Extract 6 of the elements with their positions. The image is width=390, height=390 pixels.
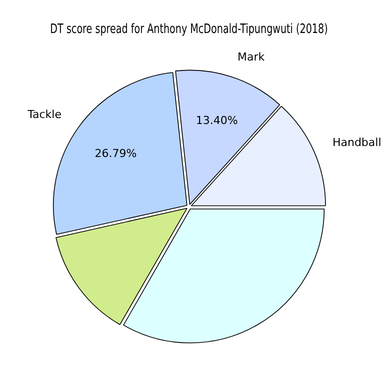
slice-label: Handball: [332, 136, 382, 149]
slice-label: Tackle: [26, 108, 62, 122]
data-label: 26.79%: [94, 147, 137, 160]
chart-title: DT score spread for Anthony McDonald-Tipungwuti (2018): [50, 20, 328, 37]
data-label: 13.40%: [196, 114, 238, 127]
slice-label: Mark: [238, 50, 266, 64]
